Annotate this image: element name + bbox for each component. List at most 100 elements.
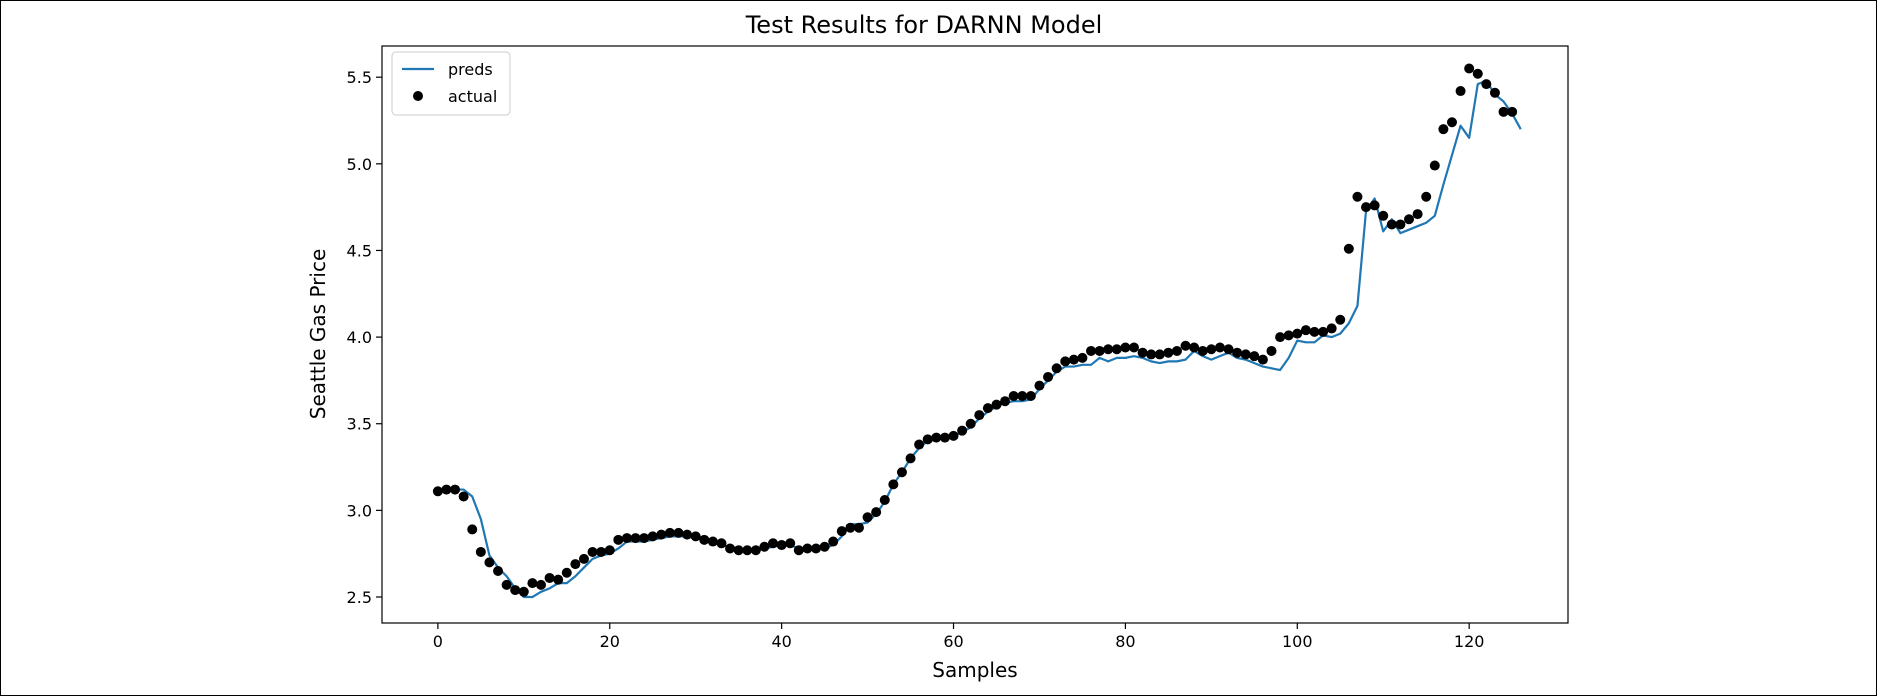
data-point-actual <box>1086 345 1097 356</box>
data-point-actual <box>1163 347 1174 358</box>
series-line-preds <box>437 79 1522 599</box>
data-point-actual <box>1275 332 1286 343</box>
data-point-actual <box>1008 391 1019 402</box>
data-point-actual <box>1326 323 1337 334</box>
data-point-actual <box>621 533 632 544</box>
data-point-actual <box>862 512 873 523</box>
data-point-actual <box>1051 363 1062 374</box>
legend-marker-swatch <box>413 91 423 101</box>
data-point-actual <box>1481 79 1492 90</box>
data-point-actual <box>682 529 693 540</box>
y-tick-label: 2.5 <box>347 588 372 607</box>
data-point-actual <box>1197 345 1208 356</box>
data-point-actual <box>578 553 589 564</box>
data-point-actual <box>845 522 856 533</box>
legend: preds actual <box>391 51 511 116</box>
data-point-actual <box>974 410 985 421</box>
data-point-actual <box>1137 347 1148 358</box>
data-point-actual <box>1395 219 1406 230</box>
y-tick-label: 5.0 <box>347 155 372 174</box>
x-tick-label: 100 <box>1282 632 1313 651</box>
data-point-actual <box>733 545 744 556</box>
data-point-actual <box>1043 371 1054 382</box>
data-point-actual <box>493 566 504 577</box>
plot-frame <box>381 45 1569 624</box>
data-point-actual <box>776 540 787 551</box>
data-point-actual <box>1077 352 1088 363</box>
data-point-actual <box>1455 86 1466 97</box>
data-point-actual <box>647 531 658 542</box>
data-point-actual <box>1094 345 1105 356</box>
data-point-actual <box>1283 330 1294 341</box>
data-point-actual <box>1249 351 1260 362</box>
data-point-actual <box>1111 344 1122 355</box>
data-point-actual <box>991 399 1002 410</box>
x-axis-label: Samples <box>932 658 1017 682</box>
data-point-actual <box>432 486 443 497</box>
data-point-actual <box>639 533 650 544</box>
x-tick-label: 20 <box>600 632 620 651</box>
data-point-actual <box>1472 68 1483 79</box>
data-point-actual <box>888 479 899 490</box>
x-tick-label: 60 <box>943 632 963 651</box>
data-point-actual <box>1180 340 1191 351</box>
data-point-actual <box>1000 396 1011 407</box>
data-point-actual <box>811 543 822 554</box>
data-point-actual <box>828 536 839 547</box>
data-point-actual <box>896 467 907 478</box>
data-point-actual <box>1034 380 1045 391</box>
data-point-actual <box>458 491 469 502</box>
plot-area: 0 20 40 60 80 100 120 2.5 3.0 3.5 4.0 4.5 5.0 5.5 pred… <box>347 45 1569 651</box>
data-point-actual <box>879 494 890 505</box>
legend-label-actual: actual <box>448 87 497 106</box>
data-point-actual <box>553 574 564 585</box>
data-point-actual <box>1300 325 1311 336</box>
data-point-actual <box>1223 344 1234 355</box>
data-point-actual <box>1171 345 1182 356</box>
data-point-actual <box>1318 326 1329 337</box>
data-point-actual <box>965 418 976 429</box>
data-point-actual <box>596 546 607 557</box>
data-point-actual <box>544 572 555 583</box>
data-point-actual <box>1343 243 1354 254</box>
data-point-actual <box>535 579 546 590</box>
y-tick-label: 3.5 <box>347 415 372 434</box>
data-point-actual <box>948 430 959 441</box>
data-point-actual <box>1421 191 1432 202</box>
data-point-actual <box>1369 200 1380 211</box>
data-point-actual <box>613 534 624 545</box>
data-point-actual <box>484 557 495 568</box>
data-point-actual <box>690 531 701 542</box>
data-point-actual <box>604 545 615 556</box>
y-tick-label: 5.5 <box>347 68 372 87</box>
data-point-actual <box>707 536 718 547</box>
data-point-actual <box>1257 354 1268 365</box>
data-point-actual <box>561 567 572 578</box>
data-point-actual <box>768 538 779 549</box>
data-point-actual <box>871 507 882 518</box>
data-point-actual <box>501 579 512 590</box>
data-point-actual <box>982 403 993 414</box>
y-tick-label: 3.0 <box>347 501 372 520</box>
data-point-actual <box>725 543 736 554</box>
data-point-actual <box>716 538 727 549</box>
data-point-actual <box>1378 210 1389 221</box>
data-point-actual <box>1464 63 1475 74</box>
data-point-actual <box>785 538 796 549</box>
data-point-actual <box>527 578 538 589</box>
data-point-actual <box>1060 356 1071 367</box>
data-point-actual <box>1120 342 1131 353</box>
data-point-actual <box>673 527 684 538</box>
data-point-actual <box>570 559 581 570</box>
data-point-actual <box>1206 344 1217 355</box>
data-point-actual <box>656 529 667 540</box>
data-point-actual <box>819 541 830 552</box>
data-point-actual <box>587 546 598 557</box>
data-point-actual <box>742 545 753 556</box>
data-point-actual <box>1386 219 1397 230</box>
data-point-actual <box>793 545 804 556</box>
data-point-actual <box>1335 314 1346 325</box>
data-point-actual <box>1025 391 1036 402</box>
data-point-actual <box>1438 124 1449 135</box>
